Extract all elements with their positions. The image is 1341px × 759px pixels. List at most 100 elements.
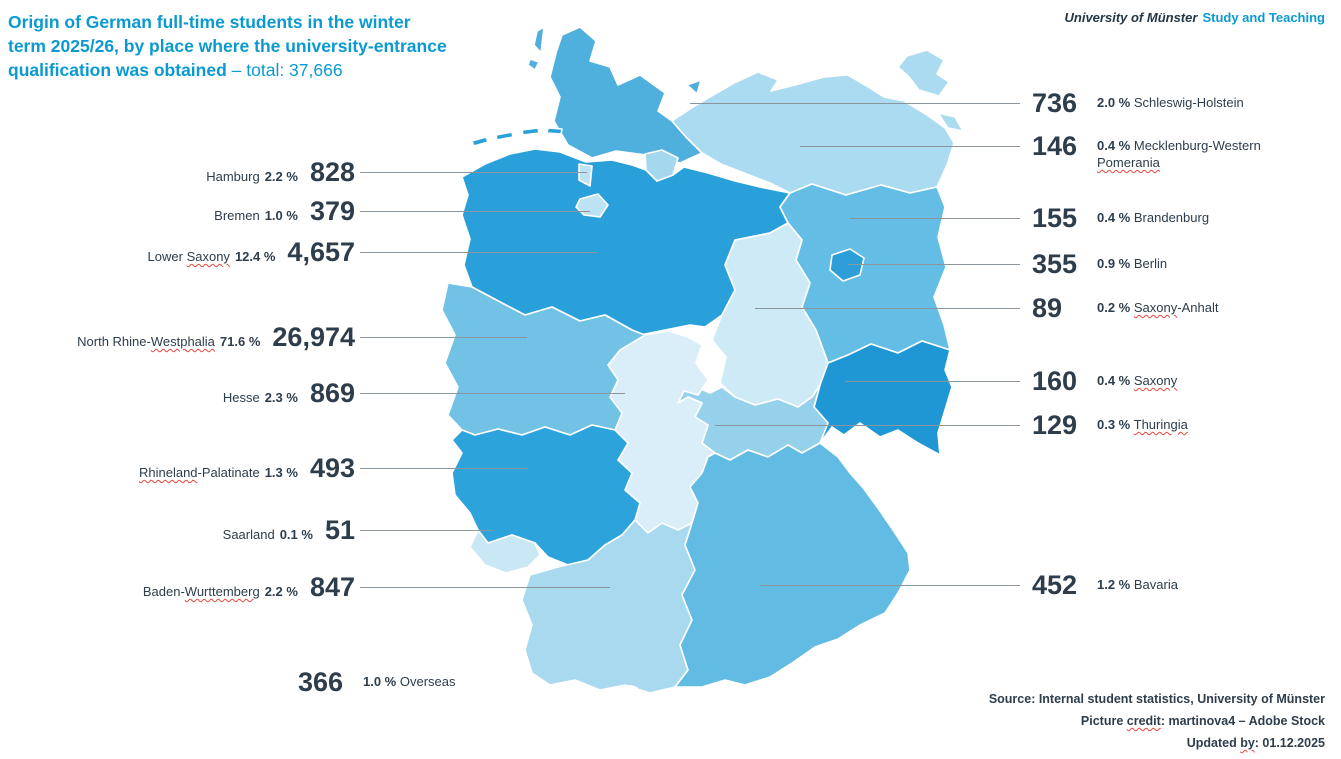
leader-line-hamburg	[360, 172, 587, 173]
state-lower-saxony	[461, 148, 791, 336]
student-count: 493	[309, 453, 355, 483]
stat-row-schleswig-holstein: 736 2.0 % Schleswig-Holstein	[1032, 83, 1292, 123]
student-count: 89	[1032, 293, 1063, 323]
percent-value: 12.4 %	[234, 249, 276, 264]
leader-line-saxony-anhalt	[755, 308, 1020, 309]
leader-line-saarland	[360, 530, 493, 531]
island-north-frisian	[527, 58, 540, 71]
title-line-3: qualification was obtained – total: 37,6…	[8, 60, 343, 80]
state-label: 0.2 % Saxony-Anhalt	[1097, 300, 1219, 315]
student-count: 26,974	[272, 322, 355, 352]
leader-line-bremen	[360, 211, 590, 212]
state-mecklenburg-western-pomerania	[671, 71, 955, 196]
stat-row-north-rhine-westphalia: North Rhine-Westphalia 71.6 % 26,974	[0, 321, 355, 353]
stat-row-saxony-anhalt: 89 0.2 % Saxony-Anhalt	[1032, 288, 1292, 328]
leader-line-hesse	[360, 393, 625, 394]
title-line-1: Origin of German full-time students in t…	[8, 12, 411, 32]
leader-line-thuringia	[715, 425, 1020, 426]
state-label: Baden-Wurttemberg 2.2 %	[142, 584, 298, 599]
percent-value: 0.2 %	[1097, 300, 1131, 315]
stat-row-rhineland-palatinate: Rhineland-Palatinate 1.3 % 493	[0, 452, 355, 484]
state-label: Bremen 1.0 %	[214, 208, 298, 223]
percent-value: 1.0 %	[363, 674, 397, 689]
leader-line-schleswig-holstein	[690, 103, 1020, 104]
percent-value: 2.2 %	[264, 584, 298, 599]
department-name: Study and Teaching	[1202, 10, 1325, 25]
island-fehmarn	[686, 79, 702, 95]
footer-credits: Source: Internal student statistics, Uni…	[989, 688, 1325, 754]
leader-line-mecklenburg	[800, 146, 1020, 147]
stat-row-mecklenburg-western-pomerania: 146 0.4 % Mecklenburg-Western Pomerania	[1032, 126, 1292, 171]
lake-constance	[618, 685, 638, 693]
island-east-frisian	[471, 127, 563, 147]
island-usedom	[937, 112, 964, 132]
title-line-2: term 2025/26, by place where the univers…	[8, 36, 447, 56]
state-saarland	[469, 529, 541, 574]
leader-line-berlin	[848, 264, 1020, 265]
page-title: Origin of German full-time students in t…	[8, 10, 518, 82]
student-count: 146	[1032, 131, 1078, 161]
university-name: University of Münster	[1064, 10, 1198, 25]
student-count: 828	[309, 157, 355, 187]
source-line: Source: Internal student statistics, Uni…	[988, 692, 1325, 706]
stat-row-saarland: Saarland 0.1 % 51	[0, 514, 355, 546]
state-label: 1.0 % Overseas	[363, 674, 456, 689]
state-label: 0.9 % Berlin	[1097, 256, 1168, 271]
state-label: Lower Saxony 12.4 %	[147, 249, 276, 264]
state-label: 0.4 % Brandenburg	[1097, 210, 1210, 225]
state-label: North Rhine-Westphalia 71.6 %	[77, 334, 261, 349]
total-count: – total: 37,666	[231, 60, 343, 80]
stat-row-baden-wurttemberg: Baden-Wurttemberg 2.2 % 847	[0, 571, 355, 603]
stat-row-thuringia: 129 0.3 % Thuringia	[1032, 405, 1292, 445]
picture-credit-line: Picture credit: martinova4 – Adobe Stock	[1080, 714, 1325, 728]
brand-header: University of Münster Study and Teaching	[1065, 10, 1325, 25]
percent-value: 0.4 %	[1097, 210, 1131, 225]
state-label: 0.4 % Saxony	[1097, 373, 1178, 388]
state-berlin	[829, 248, 865, 282]
percent-value: 1.2 %	[1097, 577, 1131, 592]
percent-value: 0.4 %	[1097, 373, 1131, 388]
student-count: 366	[298, 667, 344, 697]
student-count: 379	[309, 196, 355, 226]
percent-value: 71.6 %	[219, 334, 261, 349]
stat-row-hesse: Hesse 2.3 % 869	[0, 377, 355, 409]
percent-value: 0.9 %	[1097, 256, 1131, 271]
student-count: 160	[1032, 366, 1078, 396]
leader-line-saxony	[845, 381, 1020, 382]
percent-value: 1.0 %	[264, 208, 298, 223]
stat-row-berlin: 355 0.9 % Berlin	[1032, 244, 1292, 284]
state-hamburg	[644, 149, 679, 182]
stat-row-lower-saxony: Lower Saxony 12.4 % 4,657	[0, 236, 355, 268]
student-count: 452	[1032, 570, 1078, 600]
student-count: 355	[1032, 249, 1078, 279]
percent-value: 0.1 %	[279, 527, 313, 542]
stat-row-overseas: 366 1.0 % Overseas	[298, 662, 558, 702]
student-count: 129	[1032, 410, 1078, 440]
state-label: 0.3 % Thuringia	[1097, 417, 1188, 432]
state-north-rhine-westphalia	[441, 282, 646, 436]
stat-row-bremen: Bremen 1.0 % 379	[0, 195, 355, 227]
state-label: Hamburg 2.2 %	[206, 169, 298, 184]
percent-value: 2.2 %	[264, 169, 298, 184]
state-schleswig-holstein	[549, 26, 703, 164]
state-label: Hesse 2.3 %	[222, 390, 298, 405]
stat-row-saxony: 160 0.4 % Saxony	[1032, 361, 1292, 401]
leader-line-lower-saxony	[360, 252, 597, 253]
percent-value: 2.0 %	[1097, 95, 1131, 110]
updated-line: Updated by: 01.12.2025	[1186, 736, 1325, 750]
student-count: 51	[324, 515, 355, 545]
student-count: 4,657	[287, 237, 355, 267]
island-sylt	[533, 26, 545, 54]
stat-row-brandenburg: 155 0.4 % Brandenburg	[1032, 198, 1292, 238]
leader-line-brandenburg	[850, 218, 1020, 219]
state-label: 0.4 % Mecklenburg-Western Pomerania	[1097, 138, 1261, 170]
percent-value: 2.3 %	[264, 390, 298, 405]
percent-value: 0.3 %	[1097, 417, 1131, 432]
student-count: 155	[1032, 203, 1078, 233]
state-label: 1.2 % Bavaria	[1097, 577, 1178, 592]
state-label: 2.0 % Schleswig-Holstein	[1097, 95, 1244, 110]
germany-map	[441, 26, 964, 694]
state-label: Rhineland-Palatinate 1.3 %	[138, 465, 298, 480]
student-count: 869	[309, 378, 355, 408]
percent-value: 0.4 %	[1097, 138, 1131, 153]
